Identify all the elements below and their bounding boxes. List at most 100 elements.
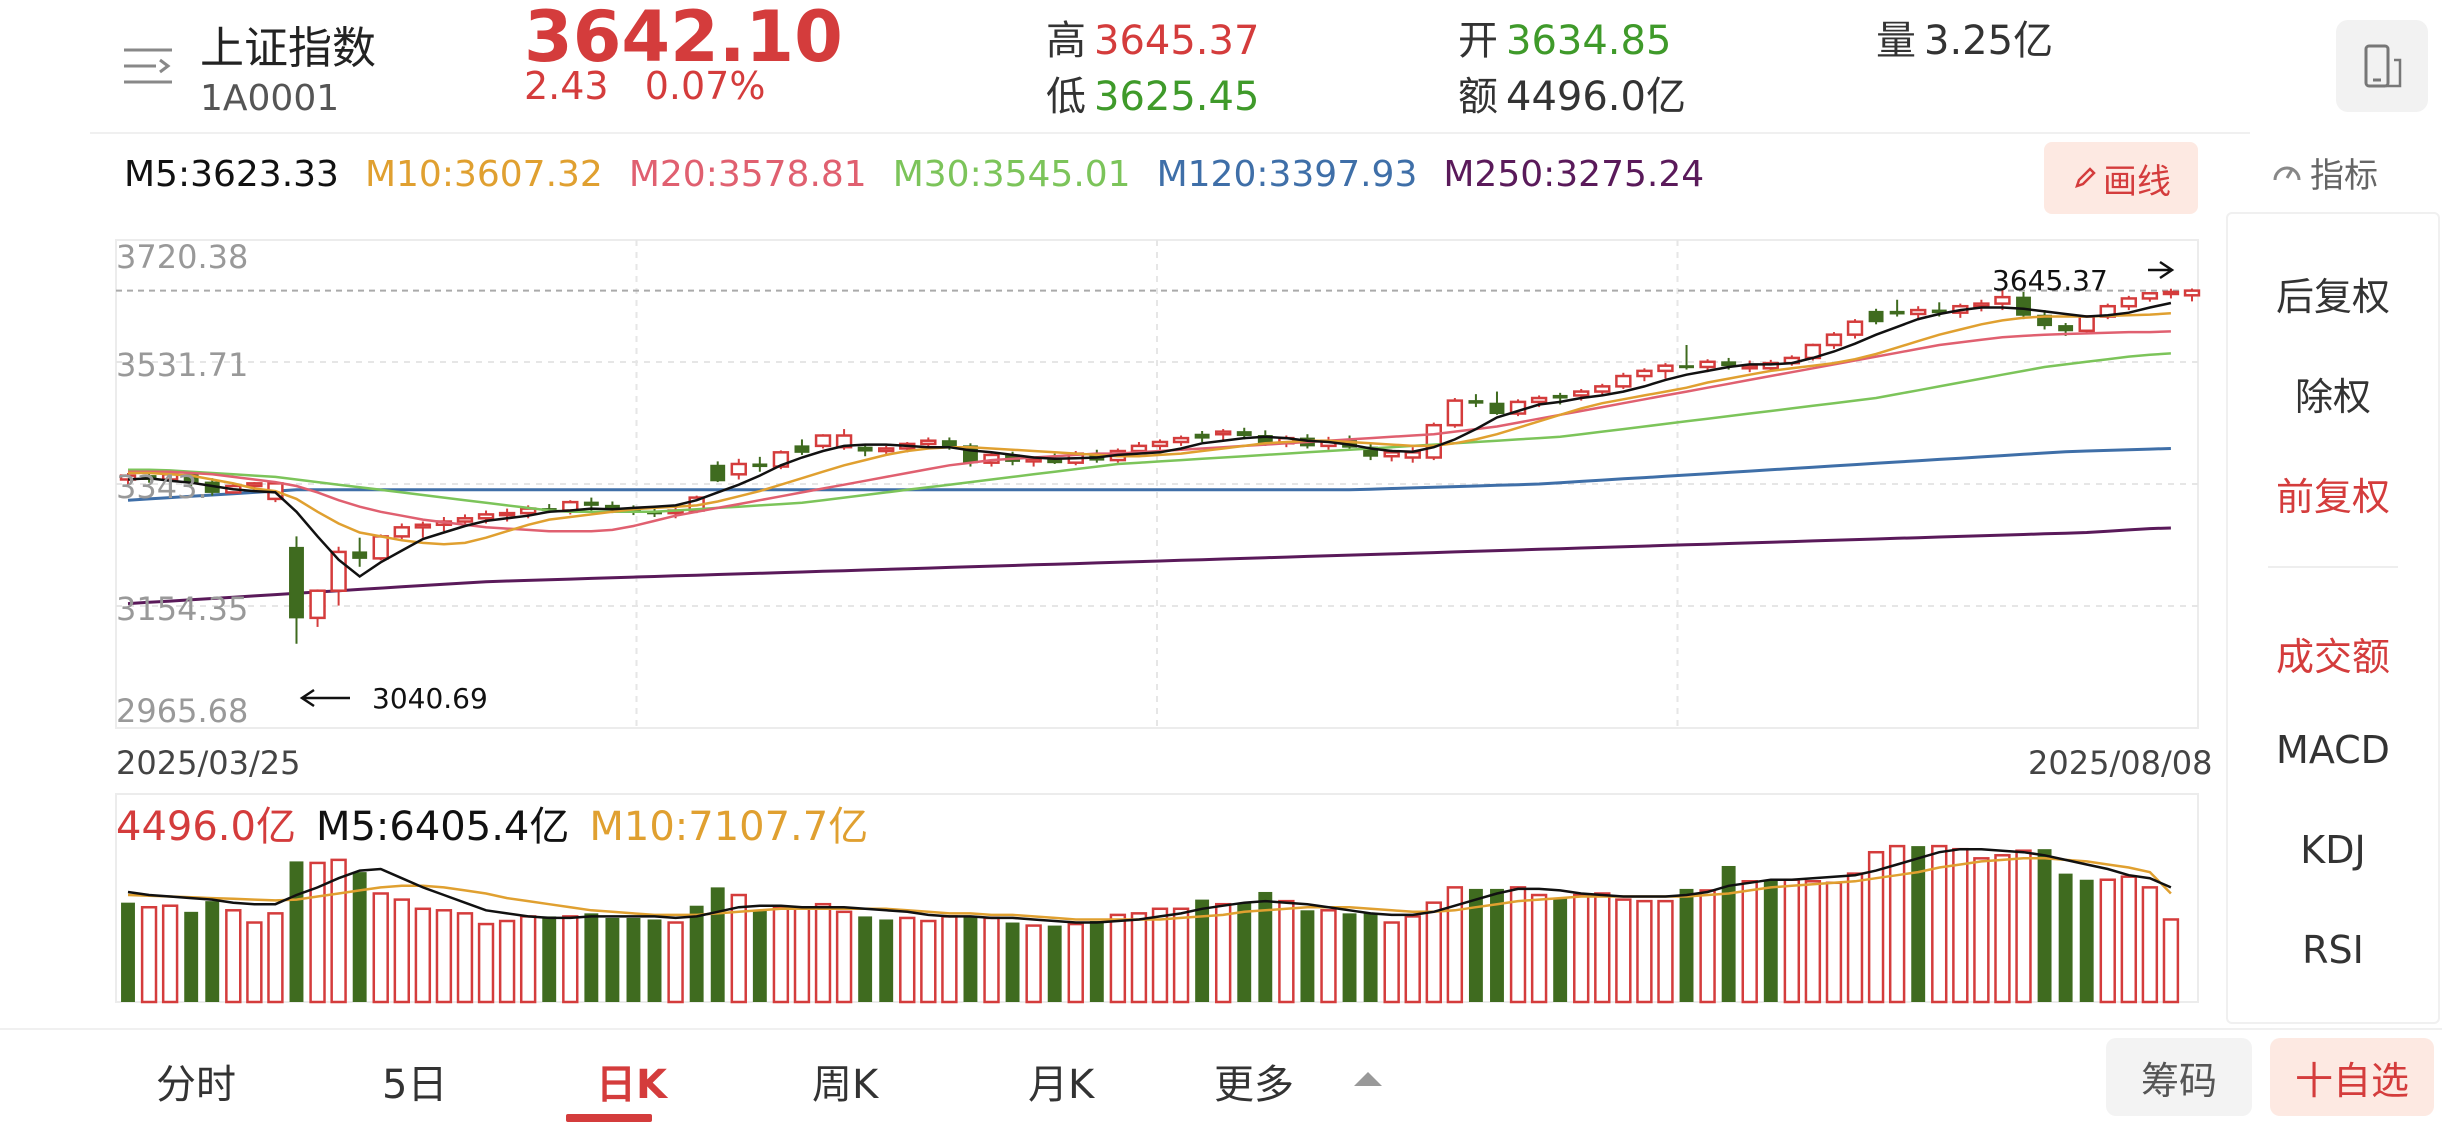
candle-body — [941, 440, 957, 447]
candle-body — [2016, 296, 2031, 316]
candle — [1889, 299, 1905, 317]
candle — [710, 461, 726, 483]
volume-bar — [647, 919, 662, 1002]
volume-bar — [2099, 878, 2116, 1004]
volume-m10: M10:7107.7亿 — [589, 804, 869, 850]
m5-polyline — [127, 301, 2172, 579]
side-item-amount[interactable]: 成交额 — [2275, 635, 2390, 679]
ma30-value: M30:3545.01 — [892, 154, 1131, 195]
active-tab-indicator — [566, 1114, 652, 1122]
tab-more[interactable]: 更多 — [1214, 1062, 1294, 1108]
volume-bar — [1300, 910, 1315, 1002]
volume-bar — [858, 916, 873, 1002]
volume-bar — [1846, 872, 1864, 1004]
volume-bar — [689, 905, 704, 1002]
candle — [2162, 288, 2180, 299]
menu-icon[interactable] — [120, 40, 176, 96]
volume-bar — [1383, 921, 1400, 1004]
volume-bar — [1530, 893, 1548, 1004]
volume-bar — [2162, 918, 2180, 1004]
volume-bar — [140, 905, 158, 1004]
tab-intraday[interactable]: 分时 — [156, 1062, 236, 1108]
volume-bar — [519, 915, 537, 1004]
min-price-label: 3040.69 — [372, 682, 488, 715]
volume-bar — [121, 902, 135, 1002]
side-item-ex-rights[interactable]: 除权 — [2294, 375, 2371, 419]
candle-body — [1741, 364, 1758, 370]
candle-body — [1172, 436, 1190, 444]
ma-legend: M5:3623.33 M10:3607.32 M20:3578.81 M30:3545… — [124, 154, 1730, 195]
side-item-macd[interactable]: MACD — [2276, 728, 2390, 772]
volume-bar — [605, 917, 620, 1002]
landscape-toggle-button[interactable] — [2336, 20, 2428, 112]
candle-body — [1762, 361, 1779, 370]
indicator-link[interactable]: 指标 — [2270, 148, 2378, 197]
volume-bar — [1509, 886, 1527, 1004]
volume-bar — [1741, 880, 1758, 1004]
candle-body — [2141, 292, 2159, 300]
candle-body — [2162, 290, 2180, 296]
stat-volume: 量 3.25亿 — [1876, 8, 2053, 66]
volume-bar — [1763, 879, 1778, 1002]
candle — [414, 521, 432, 538]
price-tick-label: 3343. — [116, 468, 208, 506]
volume-bar — [710, 887, 725, 1002]
candle — [2120, 295, 2138, 311]
volume-legend: 4496.0亿 M5:6405.4亿 M10:7107.7亿 — [116, 794, 888, 852]
candle — [1425, 422, 1442, 461]
candle — [289, 536, 304, 644]
candle — [857, 443, 873, 457]
ma120-value: M120:3397.93 — [1156, 154, 1418, 195]
candle — [2078, 315, 2095, 334]
tab-daily-k[interactable]: 日K — [596, 1062, 667, 1108]
volume-ma10-line — [127, 857, 2172, 921]
caret-up-icon[interactable] — [1354, 1072, 1382, 1086]
candle-body — [1594, 385, 1611, 393]
chips-button[interactable]: 筹码 — [2106, 1038, 2252, 1116]
candle-body — [1910, 308, 1927, 316]
candle-body — [1552, 394, 1568, 399]
volume-bar — [667, 921, 684, 1004]
candle-body — [2120, 297, 2138, 308]
volume-bar — [1699, 889, 1716, 1004]
candle-body — [1973, 302, 1990, 308]
volume-bar — [941, 915, 958, 1004]
stat-open-value: 3634.85 — [1506, 18, 1672, 64]
kline-chart[interactable]: 3720.38 3531.71 3343. 3154.35 2965.68 3645.3… — [0, 0, 2442, 1028]
candle — [1468, 394, 1484, 408]
side-item-post-adjust[interactable]: 后复权 — [2275, 275, 2390, 319]
candle — [1657, 363, 1674, 379]
volume-m5: M5:6405.4亿 — [315, 804, 570, 850]
candle — [1194, 430, 1210, 442]
date-start: 2025/03/25 — [116, 744, 301, 782]
volume-bar — [1657, 899, 1674, 1004]
tab-5day[interactable]: 5日 — [382, 1062, 448, 1108]
volume-bar — [1172, 907, 1190, 1004]
volume-bar — [2120, 875, 2138, 1004]
price-axis: 3720.38 3531.71 3343. 3154.35 2965.68 — [116, 238, 248, 730]
candle — [1679, 344, 1694, 370]
side-item-kdj[interactable]: KDJ — [2300, 828, 2366, 872]
candle-body — [710, 464, 726, 482]
volume-bar — [1553, 898, 1568, 1002]
draw-line-button[interactable]: 画线 — [2044, 142, 2198, 214]
tab-monthly-k[interactable]: 月K — [1028, 1062, 1095, 1108]
ma250-line — [127, 526, 2171, 606]
stat-amount-value: 4496.0亿 — [1506, 74, 1686, 120]
candle-body — [309, 589, 326, 620]
volume-bar — [330, 858, 347, 1004]
side-item-rsi[interactable]: RSI — [2302, 928, 2364, 972]
add-watchlist-button[interactable]: 十自选 — [2270, 1038, 2434, 1116]
side-item-pre-adjust[interactable]: 前复权 — [2275, 475, 2390, 519]
candle-body — [730, 462, 747, 476]
volume-bar — [1195, 899, 1210, 1002]
candle-body — [1468, 400, 1484, 404]
volume-bar — [2015, 849, 2032, 1004]
volume-bar — [1679, 888, 1694, 1002]
draw-line-label: 画线 — [2103, 161, 2171, 202]
header-divider — [90, 132, 2250, 134]
volume-bar — [1425, 901, 1442, 1004]
side-divider — [2268, 566, 2398, 568]
candle — [309, 589, 326, 627]
tab-weekly-k[interactable]: 周K — [812, 1062, 879, 1108]
